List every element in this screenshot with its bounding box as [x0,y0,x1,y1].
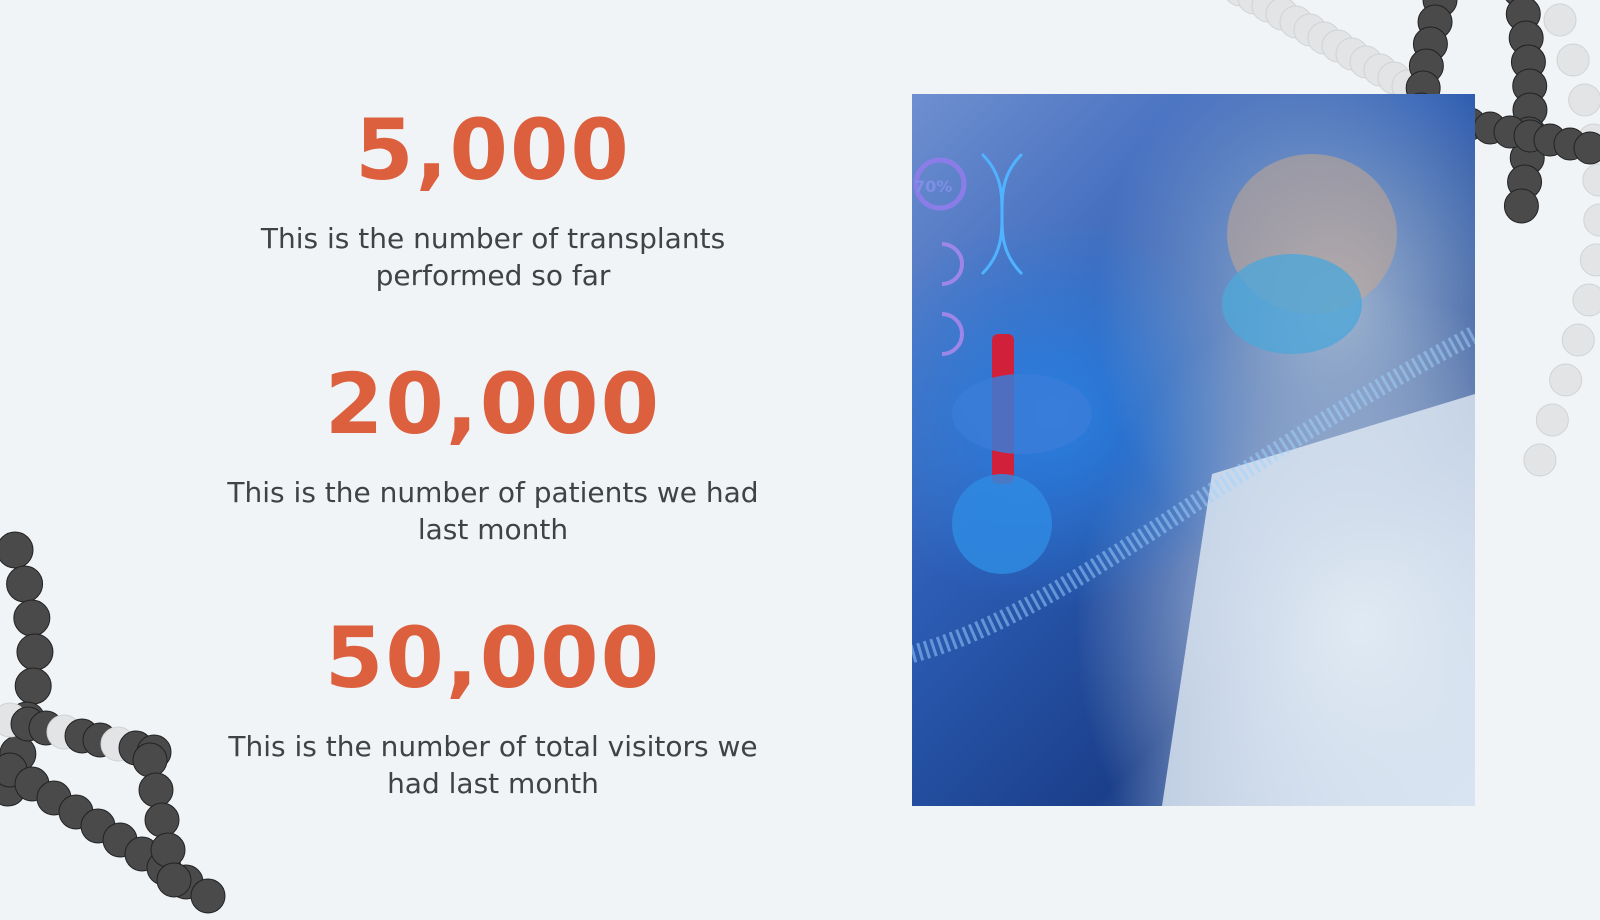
dna-bead [1573,131,1600,165]
dna-bead [14,667,52,705]
stat-value: 50,000 [324,609,662,707]
dna-bead [1556,43,1590,77]
dna-bead [16,633,54,671]
gauge-percent: 70% [914,177,952,196]
dna-bead [1582,163,1600,197]
stat-value: 5,000 [355,101,631,199]
stat-value: 20,000 [324,355,662,453]
dna-bead [1503,188,1539,224]
stat-description: This is the number of patients we had la… [227,476,759,546]
dna-bead [190,878,226,914]
dna-bead [1549,363,1583,397]
stat-description: This is the number of total visitors we … [228,730,758,800]
stat-transplants: 5,000 This is the number of transplants … [193,108,793,294]
stat-description: This is the number of transplants perfor… [260,222,726,292]
stat-visitors: 50,000 This is the number of total visit… [193,616,793,802]
dna-bead [150,832,186,868]
dna-decoration-bottom-left [0,531,226,914]
photo-overlay-graphics: 70% [912,152,1475,806]
dna-bead [6,565,44,603]
dna-bead [138,772,174,808]
dna-bead [156,862,192,898]
dna-bead [1579,243,1600,277]
dna-bead [13,599,51,637]
stat-patients: 20,000 This is the number of patients we… [193,362,793,548]
dna-bead [1583,203,1600,237]
dna-bead [144,802,180,838]
dna-decoration-top-right [1226,0,1600,477]
dna-bead [1561,323,1595,357]
dna-bead [0,531,34,569]
dna-bead [1523,443,1557,477]
gauge-ring [913,157,967,211]
dna-bead [1535,403,1569,437]
dna-bead [1543,3,1577,37]
dna-bead [1572,283,1600,317]
dna-bead [132,742,168,778]
dna-bead [1568,83,1600,117]
scientist-photo: 70% [912,94,1475,806]
